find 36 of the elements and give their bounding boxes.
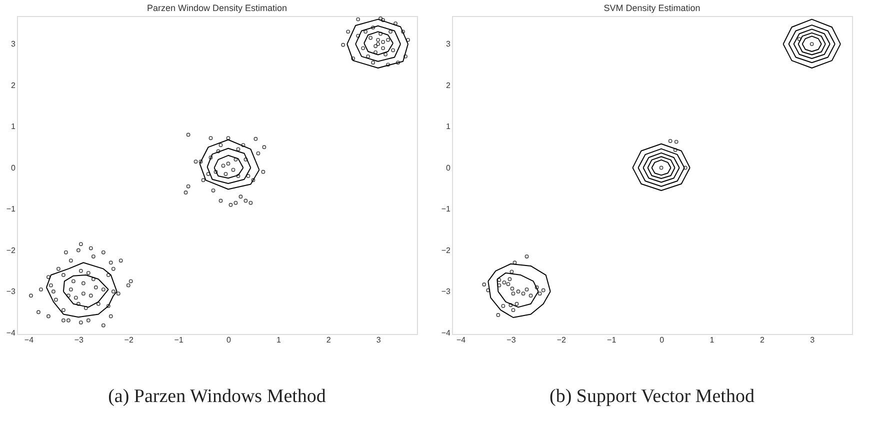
y-tick-label: −3	[6, 287, 16, 296]
x-tick-label: 2	[760, 336, 765, 344]
x-tick-label: −1	[174, 336, 184, 344]
x-tick-label: −3	[506, 336, 516, 344]
x-tick-label: −2	[556, 336, 567, 344]
y-tick-label: 0	[11, 163, 16, 172]
x-tick-label: −4	[456, 336, 466, 344]
x-tick-label: 1	[710, 336, 715, 344]
x-tick-label: 0	[226, 336, 232, 344]
y-tick-label: 2	[11, 80, 16, 90]
y-tick-label: −1	[441, 204, 452, 214]
y-tick-label: −3	[441, 287, 452, 296]
x-tick-label: 0	[660, 336, 665, 344]
x-tick-label: 1	[276, 336, 282, 344]
y-tick-label: 0	[446, 163, 452, 172]
x-tick-label: −1	[607, 336, 617, 344]
y-tick-label: −2	[441, 246, 452, 255]
y-tick-label: 1	[11, 122, 16, 132]
y-tick-label: 3	[446, 40, 452, 49]
x-tick-label: 3	[810, 336, 816, 344]
y-tick-label: −4	[441, 328, 452, 338]
text: (a) Parzen Windows Method	[108, 386, 326, 407]
y-tick-label: 1	[446, 122, 452, 132]
y-tick-label: −4	[6, 328, 16, 338]
chart-title: Parzen Window Density Estimation	[146, 3, 288, 13]
y-tick-label: 3	[11, 40, 16, 49]
x-tick-label: 3	[376, 336, 382, 344]
x-tick-label: −3	[74, 336, 84, 344]
chart-title: SVM Density Estimation	[604, 3, 700, 13]
y-tick-label: 2	[446, 80, 452, 90]
x-tick-label: 2	[326, 336, 332, 344]
y-tick-label: −1	[6, 204, 16, 214]
text: (b) Support Vector Method	[550, 386, 755, 407]
x-tick-label: −4	[24, 336, 34, 344]
y-tick-label: −2	[6, 246, 16, 255]
x-tick-label: −2	[124, 336, 134, 344]
